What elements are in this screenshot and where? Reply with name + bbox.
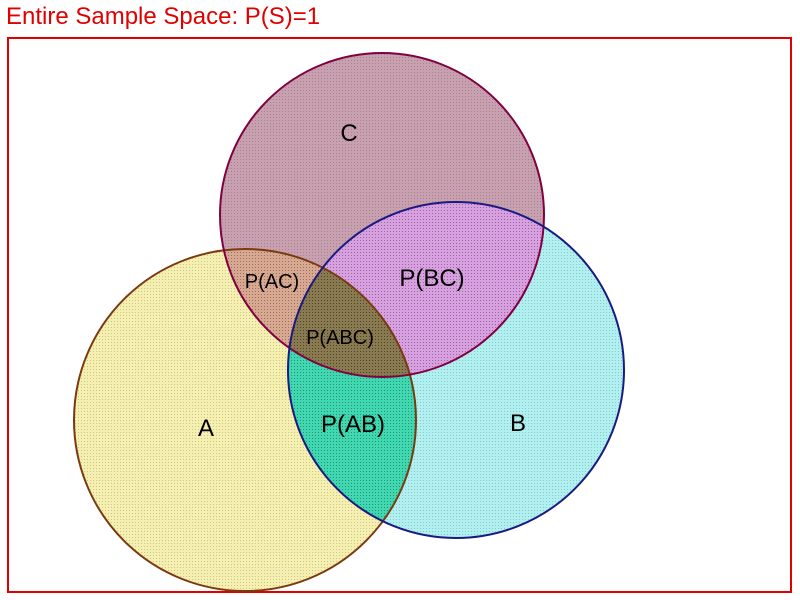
sample-space-title: Entire Sample Space: P(S)=1 [6,3,321,30]
region-ac-label: P(AC) [245,271,299,293]
region-bc-label: P(BC) [399,265,464,292]
sample-space-frame [7,37,792,593]
set-b-outline [287,201,625,539]
set-c-outline [219,52,545,378]
set-b-label: B [510,410,526,437]
region-ab-label: P(AB) [321,411,385,438]
set-c-label: C [340,120,357,147]
set-a-label: A [198,415,214,442]
set-c-texture [220,53,544,377]
region-abc-label: P(ABC) [306,327,374,349]
set-a-outline [73,248,417,592]
